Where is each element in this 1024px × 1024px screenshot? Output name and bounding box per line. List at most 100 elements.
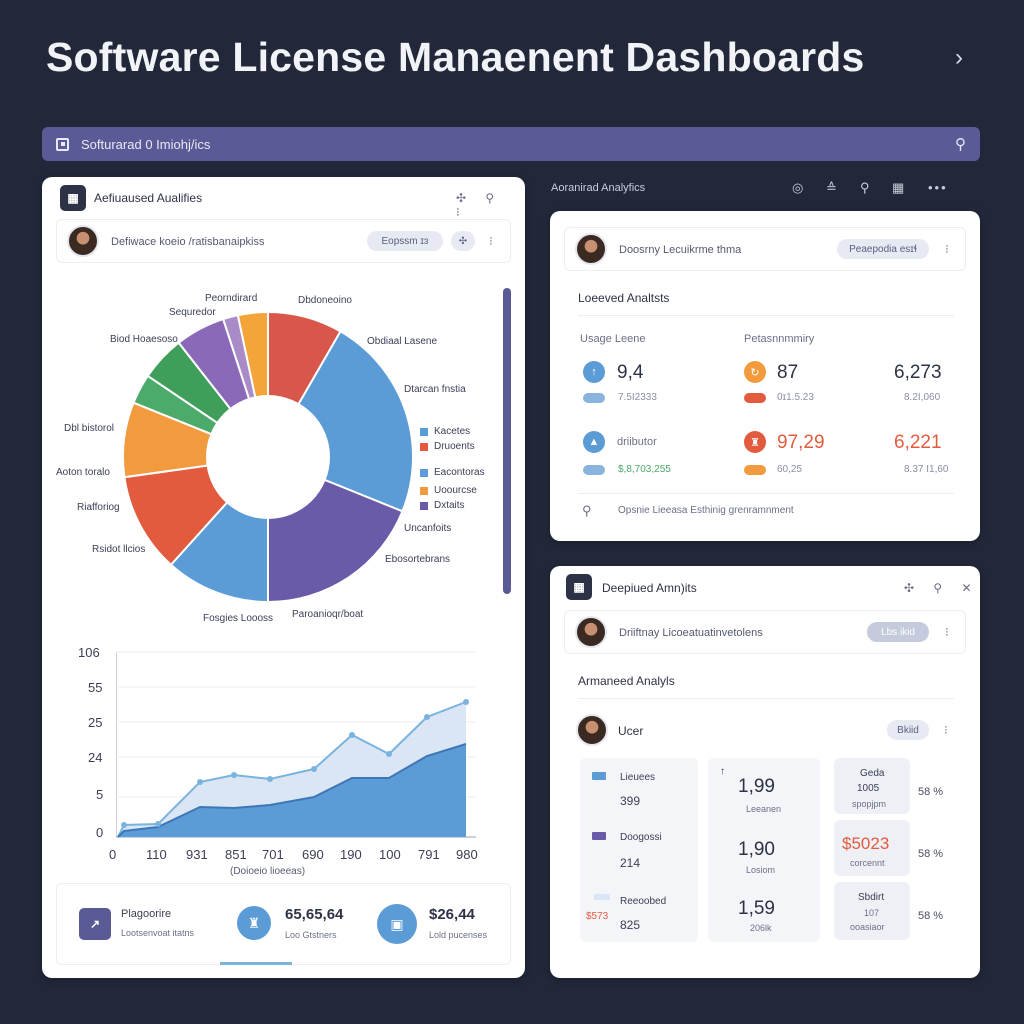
more-icon[interactable]: ⁝ — [945, 625, 949, 639]
pie-label: Riafforiog — [77, 502, 120, 513]
tile-side-value: $573 — [586, 911, 609, 922]
tile — [834, 882, 910, 940]
pie-label: Biod Hoaesoso — [110, 334, 178, 345]
search-icon[interactable]: ⚲ — [860, 180, 870, 195]
footer-item-value: 65,65,64 — [285, 906, 344, 923]
legend-item: Uoourcse — [420, 485, 477, 496]
tile-percent: 58 % — [918, 910, 944, 922]
chart-icon: ↗ — [79, 908, 111, 940]
chevron-right-icon[interactable]: › — [955, 44, 963, 71]
settings-icon[interactable]: ✣ — [451, 231, 475, 251]
footer-stats: ↗ Plagoorire Lootsenvoat itatns ♜ 65,65,… — [56, 883, 511, 965]
x-tick: 190 — [340, 847, 362, 862]
status-badge[interactable]: Bkiid — [887, 720, 929, 740]
row-text: Driiftnay Licoeatuatinvetolens — [619, 627, 763, 639]
y-tick: 25 — [88, 715, 103, 730]
tile-number: 214 — [620, 856, 641, 870]
active-indicator — [220, 962, 292, 965]
legend-item: Dxtaits — [420, 500, 465, 511]
search-bar[interactable]: Softurarad 0 Imiohj/ics ⚲ — [42, 127, 980, 161]
pie-label: Uncanfoits — [404, 523, 452, 534]
filter-icon[interactable]: ≙ — [826, 180, 837, 195]
tile-number: 399 — [620, 794, 641, 808]
grid-icon — [56, 137, 69, 151]
scrollbar[interactable] — [503, 288, 511, 594]
legend-item: Kacetes — [420, 426, 470, 437]
tile-label: Reeoobed — [620, 896, 667, 907]
avatar — [575, 616, 607, 648]
usage-icon: ▲ — [583, 431, 605, 453]
card-header-icons[interactable]: ✣ ⚲ ✕ — [904, 581, 980, 595]
status-badge[interactable]: Lbs ikid — [867, 622, 929, 642]
pie-label: Peorndirard — [205, 293, 258, 304]
more-icon[interactable]: ⁝ — [489, 234, 493, 248]
tile-sub: ooasiaor — [850, 922, 885, 932]
target-icon[interactable]: ◎ — [792, 180, 804, 195]
legend-item: Eacontoras — [420, 467, 485, 478]
list-item[interactable]: Driiftnay Licoeatuatinvetolens Lbs ikid … — [564, 610, 966, 654]
stat-value: 87 — [777, 362, 799, 383]
pie-label: Ebosortebrans — [385, 554, 451, 565]
x-tick: 931 — [186, 847, 208, 862]
calendar-icon[interactable]: ▦ — [892, 180, 905, 195]
x-tick: 110 — [146, 847, 167, 862]
tile-group — [580, 758, 698, 942]
y-tick: 0 — [96, 825, 104, 840]
pie-label: Dbl bistorol — [64, 423, 115, 434]
stat-sub: 8.2I,060 — [904, 392, 941, 403]
more-icon[interactable]: ⁝ — [944, 723, 948, 737]
x-tick: 0 — [109, 847, 117, 862]
tile — [834, 820, 910, 876]
stat-value: driibutor — [617, 436, 657, 448]
stat-sub: $,8,703,255 — [618, 464, 671, 475]
pie-label: Aoton toralo — [56, 467, 110, 478]
tile-big-value: $5023 — [842, 834, 890, 853]
search-icon[interactable]: ⚲ — [955, 136, 966, 153]
list-item[interactable]: Defiwace koeio /ratisbanaipkiss Eopssm ɪ… — [56, 219, 511, 263]
page-title: Software License Manaenent Dashboards — [46, 34, 865, 80]
divider — [578, 698, 954, 699]
tile-label: Sbdirt — [858, 892, 885, 903]
top-right-label: Aoranirad Analyfics — [551, 182, 646, 194]
analytics-card: ▦ Aefiuaused Aualifies ✣ ⚲ ⁝ Defiwace ko… — [42, 177, 525, 978]
deployed-analytics-card: ▦ Deepiued Amn)its ✣ ⚲ ✕ Driiftnay Licoe… — [550, 566, 980, 978]
donut-hole — [206, 395, 330, 519]
more-icon[interactable]: ••• — [928, 180, 948, 195]
mini-bar — [583, 465, 605, 475]
status-badge[interactable]: Eopssm ɪɜ — [367, 231, 443, 251]
stat-sub: 0ɪ1.5.23 — [777, 392, 814, 403]
pie-label: Paroanioqr/boat — [292, 609, 364, 620]
y-tick: 55 — [88, 680, 103, 695]
search-icon[interactable]: ⚲ — [582, 503, 592, 518]
divider — [578, 315, 954, 316]
more-icon[interactable]: ⁝ — [945, 242, 949, 256]
x-tick: 851 — [225, 847, 247, 862]
pie-label: Fosgies Loooss — [203, 613, 274, 624]
dashboard-icon: ▦ — [60, 185, 86, 211]
stat-value: 97,29 — [777, 432, 825, 453]
line-lower — [117, 743, 467, 838]
footer-item-title: Plagoorire — [121, 908, 172, 920]
tile-number: 1005 — [857, 783, 880, 794]
status-badge[interactable]: Peaepodia esɪɬ — [837, 239, 929, 259]
search-bar-text: Softurarad 0 Imiohj/ics — [81, 136, 211, 152]
dashboard-icon: ▦ — [566, 574, 592, 600]
stat-value: 9,4 — [617, 362, 644, 383]
tile-number: 107 — [864, 908, 880, 918]
tile-sub: Losiom — [746, 865, 776, 875]
card-header-icons[interactable]: ✣ ⚲ ⁝ — [456, 191, 503, 219]
section-heading: Loeeved Analtsts — [578, 291, 670, 305]
usage-icon: ↑ — [583, 361, 605, 383]
pie-label: Dbdoneoino — [298, 295, 352, 306]
tile-number: 825 — [620, 918, 641, 932]
pie-label: Dtarcan fnstia — [404, 384, 466, 395]
list-item[interactable]: Doosrny Lecuikrme thma Peaepodia esɪɬ ⁝ — [564, 227, 966, 271]
tile-sub: spopjpm — [852, 799, 887, 809]
tile-marker — [592, 772, 606, 780]
avatar — [67, 225, 99, 257]
mini-bar — [744, 465, 766, 475]
monitor-icon: ▣ — [377, 904, 417, 944]
card-footer-text: Opsnie Lieeasa Esthinig grenramnment — [618, 505, 794, 516]
tile-label: Doogossi — [620, 832, 662, 843]
x-tick: 100 — [379, 847, 401, 862]
